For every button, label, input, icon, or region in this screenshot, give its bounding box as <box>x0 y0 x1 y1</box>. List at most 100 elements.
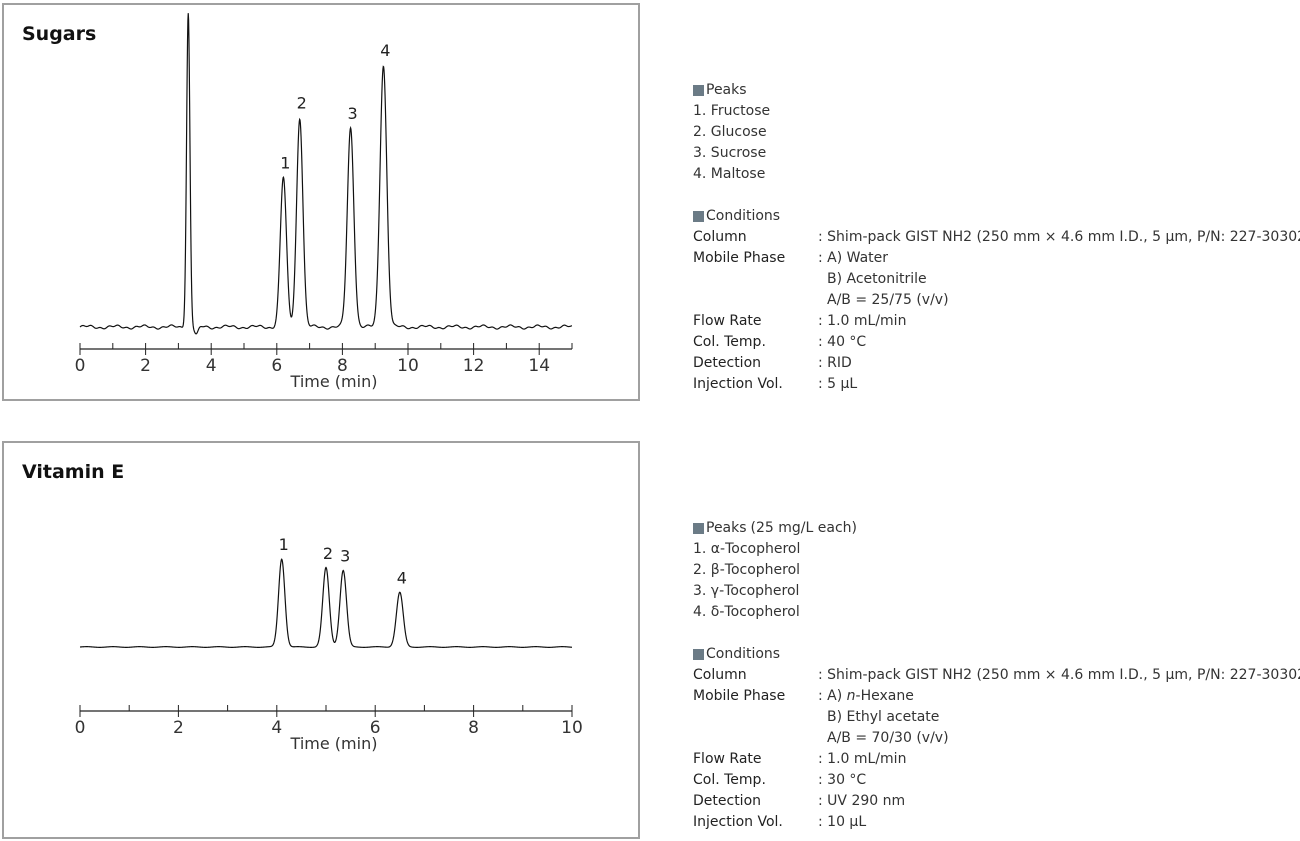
condition-label: Detection <box>693 793 762 809</box>
peak-label-4: 4 <box>380 41 390 60</box>
peak-label-1: 1 <box>280 154 290 173</box>
peak-list-item: 4. δ-Tocopherol <box>693 604 800 620</box>
chart-panel-sugars: Sugars 0 2 4 6 8 10 12 14 Time (min) 1 2 3 4 <box>2 3 640 401</box>
square-bullet-icon <box>693 85 704 96</box>
condition-value: : Shim-pack GIST NH2 (250 mm × 4.6 mm I.… <box>818 667 1300 683</box>
square-bullet-icon <box>693 649 704 660</box>
x-axis-title: Time (min) <box>290 372 378 391</box>
condition-value: : A) n-Hexane <box>818 686 1300 707</box>
conditions-heading-text: Conditions <box>706 646 781 662</box>
condition-label: Injection Vol. <box>693 376 783 392</box>
peak-label-2: 2 <box>297 93 307 112</box>
peak-list-item: 1. Fructose <box>693 103 771 119</box>
chromatogram-trace <box>79 13 573 335</box>
mobile-phase-ratio: A/B = 25/75 (v/v) <box>827 292 949 308</box>
x-tick-label: 14 <box>528 356 550 376</box>
chart-title: Sugars <box>22 23 97 45</box>
condition-value: : 5 µL <box>818 376 858 392</box>
condition-label: Col. Temp. <box>693 772 766 788</box>
x-tick-label: 8 <box>468 718 479 738</box>
x-tick-label: 2 <box>140 356 151 376</box>
sugars-info: Peaks 1. Fructose 2. Glucose 3. Sucrose … <box>693 80 1300 395</box>
conditions-heading: Conditions <box>693 644 1300 665</box>
condition-detection: Detection : UV 290 nm <box>693 791 1300 812</box>
mobile-a-rest: -Hexane <box>855 688 914 704</box>
peaks-heading-text: Peaks <box>706 520 747 536</box>
mobile-phase-b: B) Acetonitrile <box>827 271 927 287</box>
square-bullet-icon <box>693 523 704 534</box>
peak-label-2: 2 <box>323 544 333 563</box>
peaks-heading: Peaks (25 mg/L each) <box>693 518 1300 539</box>
chart-panel-vitamin-e: Vitamin E 0 2 4 6 8 10 Time (min) 1 2 3 4 <box>2 441 640 839</box>
peak-list-item: 4. Maltose <box>693 166 766 182</box>
condition-label: Flow Rate <box>693 313 762 329</box>
mobile-phase-ratio: A/B = 70/30 (v/v) <box>827 730 949 746</box>
peak-list-item: 3. γ-Tocopherol <box>693 583 800 599</box>
condition-value: : 30 °C <box>818 772 867 788</box>
condition-value: : UV 290 nm <box>818 793 906 809</box>
x-tick-label: 2 <box>173 718 184 738</box>
mobile-a-italic: n <box>846 688 856 704</box>
x-tick-label: 6 <box>271 356 282 376</box>
peaks-heading: Peaks <box>693 80 1300 101</box>
x-tick-label: 4 <box>271 718 282 738</box>
conditions-heading-text: Conditions <box>706 208 781 224</box>
condition-injection-vol: Injection Vol. : 5 µL <box>693 374 1300 395</box>
condition-label: Detection <box>693 355 762 371</box>
x-tick-label: 0 <box>75 718 86 738</box>
mobile-a-prefix: : A) <box>818 250 847 266</box>
x-tick-label: 8 <box>337 356 348 376</box>
x-tick-label: 12 <box>463 356 485 376</box>
x-tick-label: 6 <box>370 718 381 738</box>
peak-label-4: 4 <box>397 568 407 587</box>
x-axis-title: Time (min) <box>290 734 378 753</box>
peak-label-3: 3 <box>348 104 358 123</box>
condition-label: Mobile Phase <box>693 688 786 704</box>
condition-flow-rate: Flow Rate : 1.0 mL/min <box>693 311 1300 332</box>
mobile-phase-b: B) Ethyl acetate <box>827 709 940 725</box>
x-tick-label: 10 <box>397 356 419 376</box>
peak-list-item: 3. Sucrose <box>693 145 767 161</box>
peak-list-item: 2. β-Tocopherol <box>693 562 801 578</box>
condition-detection: Detection : RID <box>693 353 1300 374</box>
x-tick-label: 10 <box>561 718 583 738</box>
condition-value: : 40 °C <box>818 334 867 350</box>
condition-column: Column : Shim-pack GIST NH2 (250 mm × 4.… <box>693 227 1300 248</box>
condition-mobile-phase: Mobile Phase : A) n-Hexane <box>693 686 1300 707</box>
peak-list-item: 1. α-Tocopherol <box>693 541 801 557</box>
mobile-a-rest: Water <box>846 250 889 266</box>
condition-label: Column <box>693 229 747 245</box>
square-bullet-icon <box>693 211 704 222</box>
condition-label: Col. Temp. <box>693 334 766 350</box>
condition-value: : Shim-pack GIST NH2 (250 mm × 4.6 mm I.… <box>818 229 1300 245</box>
peak-label-3: 3 <box>340 546 350 565</box>
condition-label: Column <box>693 667 747 683</box>
condition-value: : 10 µL <box>818 814 867 830</box>
condition-label: Mobile Phase <box>693 250 786 266</box>
condition-value: : 1.0 mL/min <box>818 313 907 329</box>
peaks-heading-text: Peaks <box>706 82 747 98</box>
peak-list-item: 2. Glucose <box>693 124 767 140</box>
condition-col-temp: Col. Temp. : 30 °C <box>693 770 1300 791</box>
peak-label-1: 1 <box>279 535 289 554</box>
x-tick-label: 0 <box>75 356 86 376</box>
x-tick-label: 4 <box>206 356 217 376</box>
condition-value: : 1.0 mL/min <box>818 751 907 767</box>
condition-col-temp: Col. Temp. : 40 °C <box>693 332 1300 353</box>
condition-column: Column : Shim-pack GIST NH2 (250 mm × 4.… <box>693 665 1300 686</box>
condition-label: Injection Vol. <box>693 814 783 830</box>
condition-value: : RID <box>818 355 852 371</box>
peaks-note: (25 mg/L each) <box>750 520 857 536</box>
condition-injection-vol: Injection Vol. : 10 µL <box>693 812 1300 833</box>
conditions-heading: Conditions <box>693 206 1300 227</box>
chromatogram-trace <box>79 558 573 648</box>
mobile-a-prefix: : A) <box>818 688 847 704</box>
condition-value: : A) Water <box>818 248 1300 269</box>
chart-title: Vitamin E <box>22 461 125 483</box>
vitamin-e-info: Peaks (25 mg/L each) 1. α-Tocopherol 2. … <box>693 518 1300 833</box>
condition-mobile-phase: Mobile Phase : A) Water <box>693 248 1300 269</box>
condition-flow-rate: Flow Rate : 1.0 mL/min <box>693 749 1300 770</box>
condition-label: Flow Rate <box>693 751 762 767</box>
